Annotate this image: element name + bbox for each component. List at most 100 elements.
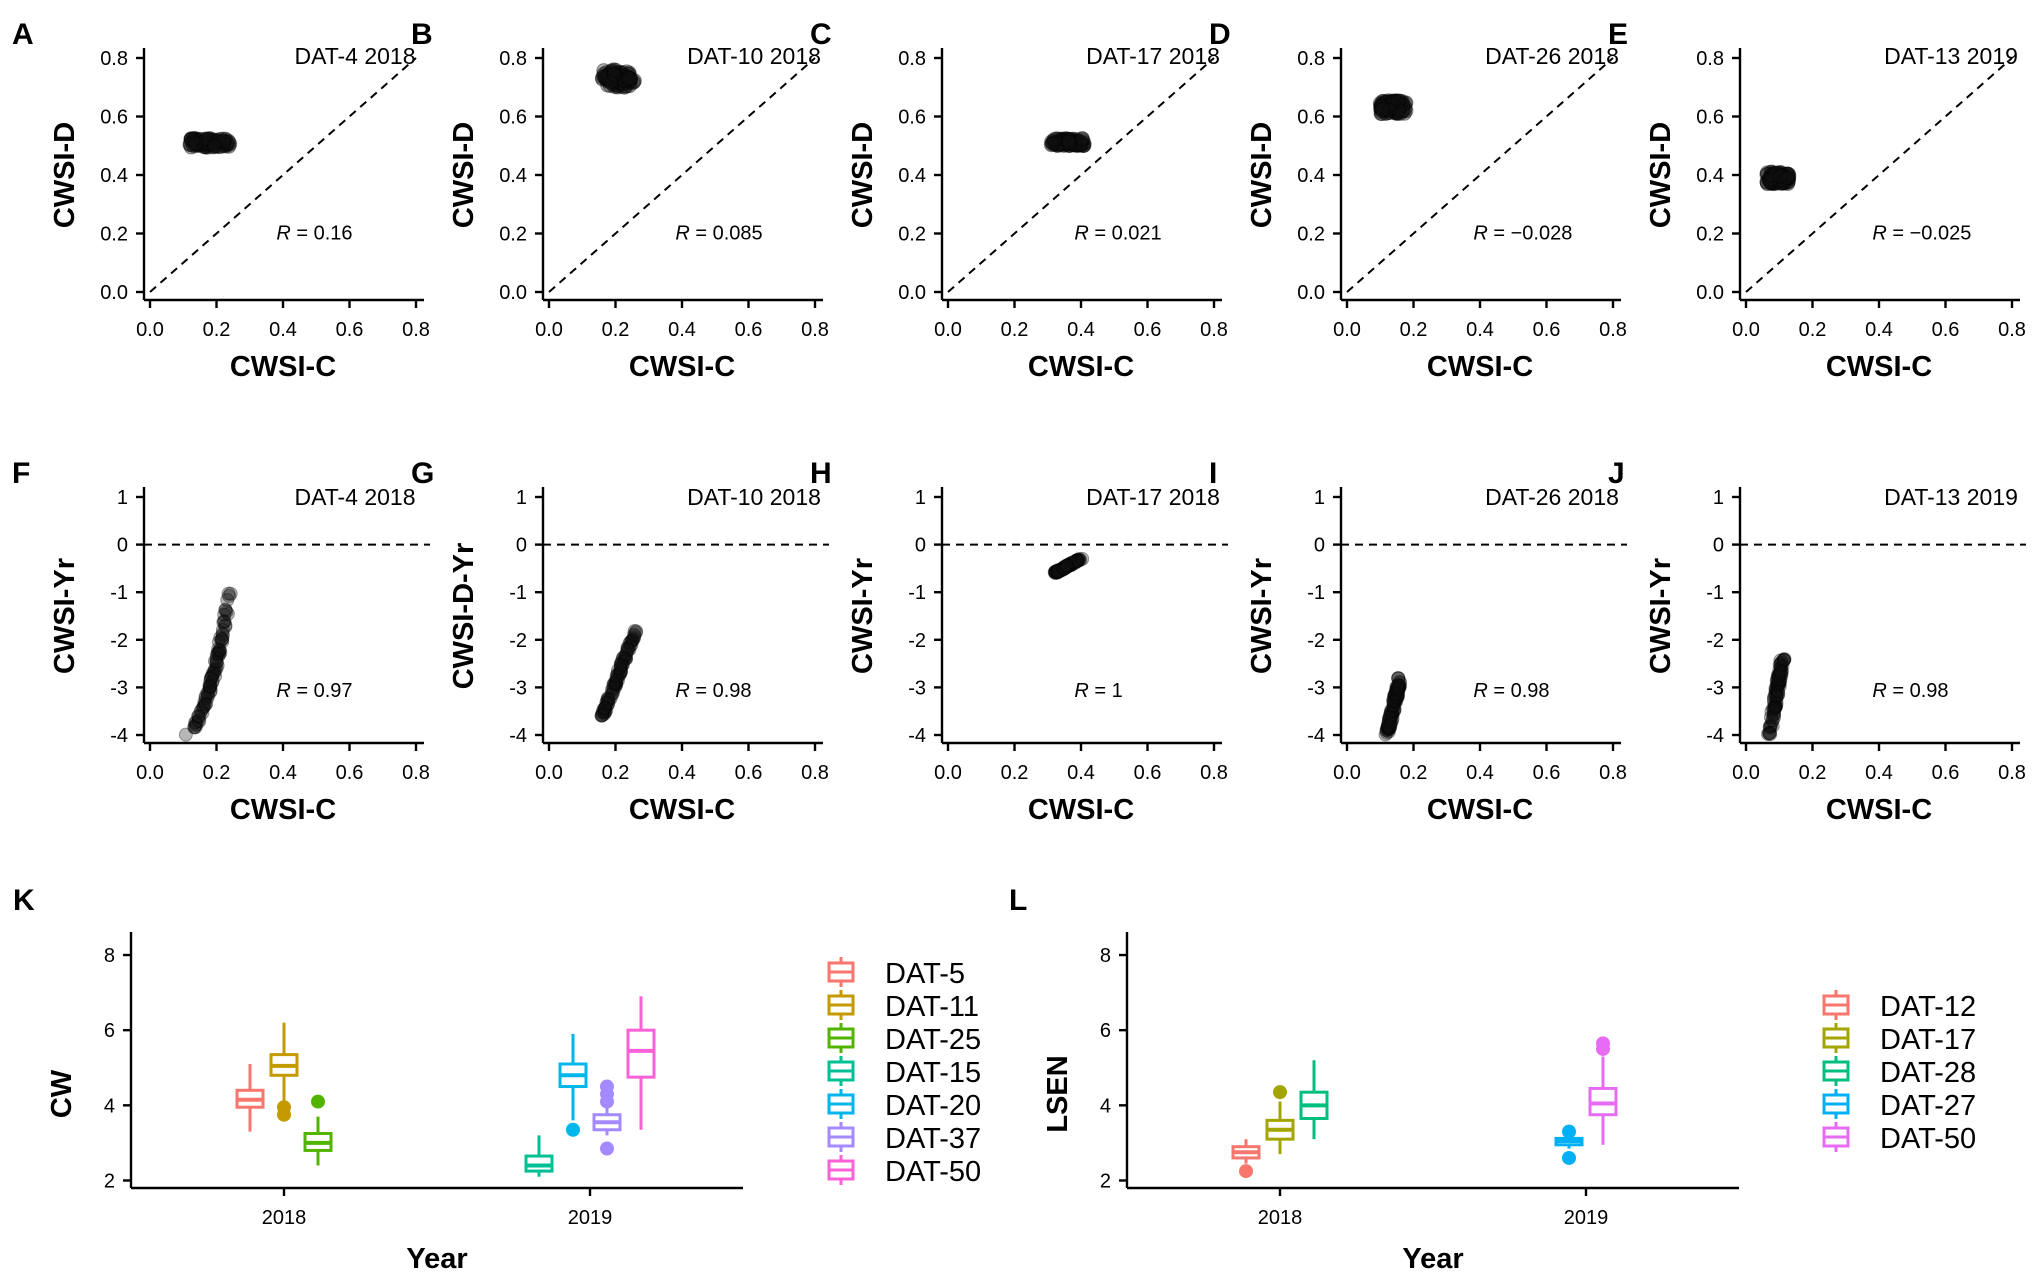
data-point: [1768, 700, 1783, 715]
data-point: [621, 73, 637, 89]
data-point: [613, 665, 628, 680]
data-point: [1384, 704, 1399, 719]
data-point: [1388, 695, 1403, 710]
data-point: [1383, 705, 1398, 720]
data-point: [182, 137, 198, 153]
data-point: [614, 659, 629, 674]
x-tick-label: 0.2: [1799, 762, 1827, 784]
data-point: [188, 136, 204, 152]
data-point: [1390, 688, 1405, 703]
data-point: [600, 77, 616, 93]
data-point: [194, 703, 209, 718]
data-point: [595, 708, 610, 723]
y-tick-label: 0.4: [1696, 165, 1724, 187]
x-tick-label: 0.0: [535, 762, 563, 784]
data-point: [1769, 679, 1784, 694]
data-point: [1056, 136, 1072, 152]
data-point: [205, 675, 220, 690]
data-point: [1063, 557, 1078, 572]
data-point: [197, 697, 212, 712]
data-point: [204, 136, 220, 152]
data-point: [210, 645, 225, 660]
data-point: [1383, 716, 1398, 731]
box-dat-12: [1231, 1139, 1261, 1179]
data-point: [1373, 99, 1389, 115]
x-tick-label: 0.4: [1865, 762, 1893, 784]
data-point: [203, 136, 219, 152]
data-point: [1772, 164, 1788, 180]
data-point: [625, 633, 640, 648]
data-point: [192, 710, 207, 725]
data-point: [1389, 101, 1405, 117]
data-point: [1049, 131, 1065, 147]
x-tick-label: 0.6: [1134, 319, 1162, 341]
data-point: [1772, 666, 1787, 681]
data-point: [601, 72, 617, 88]
data-point: [608, 77, 624, 93]
data-point: [1372, 101, 1388, 117]
data-point: [1073, 137, 1089, 153]
r-annotation: R = −0.028: [1473, 222, 1572, 244]
data-point: [187, 137, 203, 153]
data-point: [199, 136, 215, 152]
data-point: [1068, 554, 1083, 569]
data-point: [1769, 697, 1784, 712]
data-point: [1778, 175, 1794, 191]
data-point: [1382, 721, 1397, 736]
data-point: [1768, 699, 1783, 714]
y-tick-label: 0.0: [1696, 282, 1724, 304]
x-tick-label: 0.4: [1067, 762, 1095, 784]
data-point: [1050, 563, 1065, 578]
x-axis-label: CWSI-C: [1427, 351, 1533, 383]
data-point: [201, 136, 217, 152]
data-point: [1070, 136, 1086, 152]
data-point: [609, 78, 625, 94]
data-point: [198, 689, 213, 704]
data-point: [1392, 98, 1408, 114]
data-point: [606, 65, 622, 81]
data-point: [607, 676, 622, 691]
data-point: [203, 671, 218, 686]
y-tick-label: 0: [516, 535, 527, 557]
data-point: [623, 71, 639, 87]
data-point: [1378, 103, 1394, 119]
data-point: [1388, 97, 1404, 113]
data-point: [608, 675, 623, 690]
data-point: [611, 71, 627, 87]
data-point: [1050, 564, 1065, 579]
data-point: [1776, 652, 1791, 667]
data-point: [1768, 681, 1783, 696]
panel-H: H 0.0 0.2 0.4 0.6 0.8 -4 -3 -2 -1 0 1 CWSI-C CWSI-Yr D…: [810, 457, 1228, 826]
data-point: [596, 66, 612, 82]
data-point: [223, 586, 238, 601]
data-point: [207, 654, 222, 669]
data-point: [195, 700, 210, 715]
data-point: [1773, 658, 1788, 673]
data-point: [1068, 136, 1084, 152]
data-point: [201, 132, 217, 148]
data-point: [615, 75, 631, 91]
r-annotation: R = −0.025: [1872, 222, 1971, 244]
x-tick-label: 0.8: [801, 319, 829, 341]
data-point: [1775, 175, 1791, 191]
data-point: [1057, 131, 1073, 147]
data-point: [606, 677, 621, 692]
data-point: [1056, 132, 1072, 148]
data-point: [1766, 169, 1782, 185]
r-annotation: R = 0.98: [1473, 680, 1549, 702]
data-point: [1065, 137, 1081, 153]
r-symbol: R: [1074, 222, 1088, 244]
y-axis-label: CWSI-Yr: [1246, 558, 1278, 674]
data-point: [613, 665, 628, 680]
data-point: [1387, 97, 1403, 113]
data-point: [206, 666, 221, 681]
data-point: [605, 686, 620, 701]
data-point: [215, 626, 230, 641]
data-point: [187, 720, 202, 735]
data-point: [627, 627, 642, 642]
data-point: [1767, 166, 1783, 182]
data-point: [214, 131, 230, 147]
data-point: [1772, 668, 1787, 683]
data-point: [617, 74, 633, 90]
data-point: [1075, 138, 1091, 154]
